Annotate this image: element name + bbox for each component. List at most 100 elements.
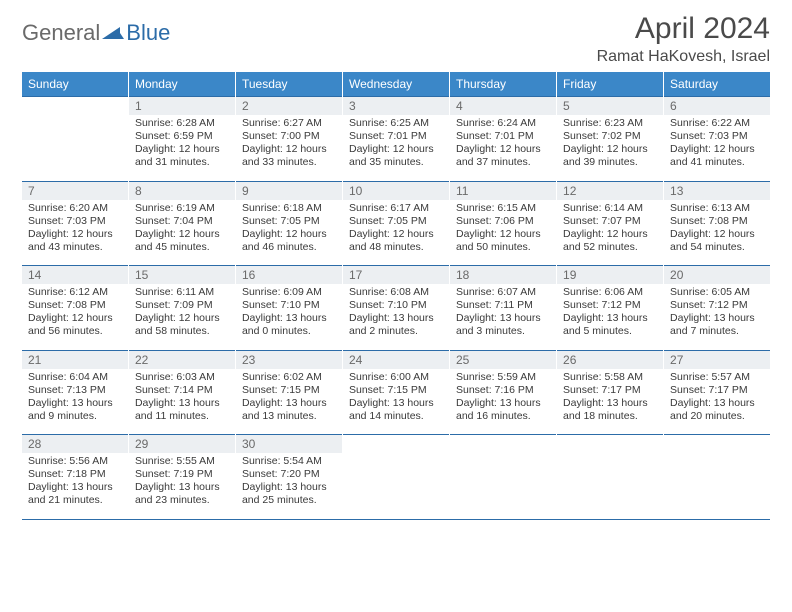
sunrise-line: Sunrise: 6:05 AM	[670, 286, 766, 299]
daylight-line2: and 23 minutes.	[135, 494, 231, 507]
sunrise-line: Sunrise: 6:04 AM	[28, 371, 124, 384]
day-number-cell	[342, 435, 449, 454]
day-info-cell: Sunrise: 6:12 AMSunset: 7:08 PMDaylight:…	[22, 284, 128, 350]
sunrise-line: Sunrise: 6:24 AM	[456, 117, 552, 130]
sunrise-line: Sunrise: 6:12 AM	[28, 286, 124, 299]
day-number-cell: 9	[235, 181, 342, 200]
daylight-line1: Daylight: 12 hours	[456, 143, 552, 156]
daylight-line1: Daylight: 12 hours	[670, 143, 766, 156]
day-info-cell: Sunrise: 6:09 AMSunset: 7:10 PMDaylight:…	[235, 284, 342, 350]
day-number-cell: 25	[450, 350, 557, 369]
sunrise-line: Sunrise: 6:14 AM	[563, 202, 659, 215]
day-number-cell: 19	[557, 266, 664, 285]
sunset-line: Sunset: 7:01 PM	[349, 130, 445, 143]
daylight-line2: and 45 minutes.	[135, 241, 231, 254]
day-info-row: Sunrise: 5:56 AMSunset: 7:18 PMDaylight:…	[22, 453, 770, 519]
sunset-line: Sunset: 7:05 PM	[349, 215, 445, 228]
sunrise-line: Sunrise: 5:59 AM	[456, 371, 552, 384]
sunset-line: Sunset: 7:05 PM	[242, 215, 338, 228]
location-label: Ramat HaKovesh, Israel	[597, 48, 770, 66]
title-block: April 2024 Ramat HaKovesh, Israel	[597, 12, 770, 66]
day-number-cell: 7	[22, 181, 128, 200]
day-info-cell: Sunrise: 6:00 AMSunset: 7:15 PMDaylight:…	[342, 369, 449, 435]
daylight-line2: and 52 minutes.	[563, 241, 659, 254]
day-number-cell: 16	[235, 266, 342, 285]
daylight-line1: Daylight: 13 hours	[242, 312, 338, 325]
daylight-line2: and 21 minutes.	[28, 494, 124, 507]
day-info-cell: Sunrise: 5:57 AMSunset: 7:17 PMDaylight:…	[664, 369, 770, 435]
sunset-line: Sunset: 7:12 PM	[563, 299, 659, 312]
day-number-cell: 18	[450, 266, 557, 285]
day-info-cell: Sunrise: 5:55 AMSunset: 7:19 PMDaylight:…	[128, 453, 235, 519]
daylight-line2: and 18 minutes.	[563, 410, 659, 423]
daylight-line1: Daylight: 13 hours	[349, 312, 445, 325]
daylight-line1: Daylight: 12 hours	[135, 228, 231, 241]
sunset-line: Sunset: 7:08 PM	[670, 215, 766, 228]
sunset-line: Sunset: 7:06 PM	[456, 215, 552, 228]
day-number-row: 21222324252627	[22, 350, 770, 369]
sunset-line: Sunset: 7:09 PM	[135, 299, 231, 312]
day-number-cell	[664, 435, 770, 454]
day-number-cell: 28	[22, 435, 128, 454]
daylight-line1: Daylight: 12 hours	[242, 228, 338, 241]
sunset-line: Sunset: 7:00 PM	[242, 130, 338, 143]
sunset-line: Sunset: 7:17 PM	[670, 384, 766, 397]
sunrise-line: Sunrise: 5:56 AM	[28, 455, 124, 468]
day-info-cell: Sunrise: 6:03 AMSunset: 7:14 PMDaylight:…	[128, 369, 235, 435]
day-info-cell: Sunrise: 6:02 AMSunset: 7:15 PMDaylight:…	[235, 369, 342, 435]
day-info-cell: Sunrise: 6:18 AMSunset: 7:05 PMDaylight:…	[235, 200, 342, 266]
weekday-saturday: Saturday	[664, 72, 770, 97]
logo-triangle-icon	[102, 25, 124, 41]
day-info-row: Sunrise: 6:28 AMSunset: 6:59 PMDaylight:…	[22, 115, 770, 181]
daylight-line1: Daylight: 12 hours	[135, 143, 231, 156]
day-number-cell: 23	[235, 350, 342, 369]
day-number-cell: 27	[664, 350, 770, 369]
day-info-cell	[450, 453, 557, 519]
sunset-line: Sunset: 7:10 PM	[242, 299, 338, 312]
sunset-line: Sunset: 7:10 PM	[349, 299, 445, 312]
daylight-line1: Daylight: 12 hours	[28, 228, 124, 241]
day-number-cell: 6	[664, 97, 770, 116]
sunrise-line: Sunrise: 6:19 AM	[135, 202, 231, 215]
daylight-line2: and 13 minutes.	[242, 410, 338, 423]
daylight-line2: and 48 minutes.	[349, 241, 445, 254]
sunrise-line: Sunrise: 6:20 AM	[28, 202, 124, 215]
day-number-cell	[22, 97, 128, 116]
sunrise-line: Sunrise: 6:28 AM	[135, 117, 231, 130]
daylight-line2: and 58 minutes.	[135, 325, 231, 338]
daylight-line2: and 0 minutes.	[242, 325, 338, 338]
day-number-cell: 1	[128, 97, 235, 116]
sunrise-line: Sunrise: 5:57 AM	[670, 371, 766, 384]
logo-text-blue: Blue	[126, 20, 170, 46]
sunset-line: Sunset: 7:15 PM	[242, 384, 338, 397]
day-info-cell: Sunrise: 6:08 AMSunset: 7:10 PMDaylight:…	[342, 284, 449, 350]
day-number-cell: 30	[235, 435, 342, 454]
sunset-line: Sunset: 6:59 PM	[135, 130, 231, 143]
sunrise-line: Sunrise: 6:25 AM	[349, 117, 445, 130]
daylight-line2: and 5 minutes.	[563, 325, 659, 338]
day-number-cell: 17	[342, 266, 449, 285]
calendar-table: Sunday Monday Tuesday Wednesday Thursday…	[22, 72, 770, 520]
day-number-cell: 10	[342, 181, 449, 200]
sunset-line: Sunset: 7:07 PM	[563, 215, 659, 228]
daylight-line1: Daylight: 13 hours	[28, 481, 124, 494]
sunrise-line: Sunrise: 6:18 AM	[242, 202, 338, 215]
day-number-cell: 4	[450, 97, 557, 116]
daylight-line2: and 43 minutes.	[28, 241, 124, 254]
sunrise-line: Sunrise: 6:13 AM	[670, 202, 766, 215]
daylight-line2: and 46 minutes.	[242, 241, 338, 254]
daylight-line1: Daylight: 12 hours	[135, 312, 231, 325]
day-number-cell: 15	[128, 266, 235, 285]
daylight-line1: Daylight: 12 hours	[349, 143, 445, 156]
day-number-cell: 3	[342, 97, 449, 116]
daylight-line1: Daylight: 12 hours	[242, 143, 338, 156]
day-info-cell: Sunrise: 5:59 AMSunset: 7:16 PMDaylight:…	[450, 369, 557, 435]
sunset-line: Sunset: 7:11 PM	[456, 299, 552, 312]
sunset-line: Sunset: 7:03 PM	[28, 215, 124, 228]
sunset-line: Sunset: 7:15 PM	[349, 384, 445, 397]
weekday-sunday: Sunday	[22, 72, 128, 97]
sunrise-line: Sunrise: 6:03 AM	[135, 371, 231, 384]
day-number-cell: 20	[664, 266, 770, 285]
daylight-line1: Daylight: 13 hours	[563, 312, 659, 325]
daylight-line1: Daylight: 13 hours	[242, 397, 338, 410]
